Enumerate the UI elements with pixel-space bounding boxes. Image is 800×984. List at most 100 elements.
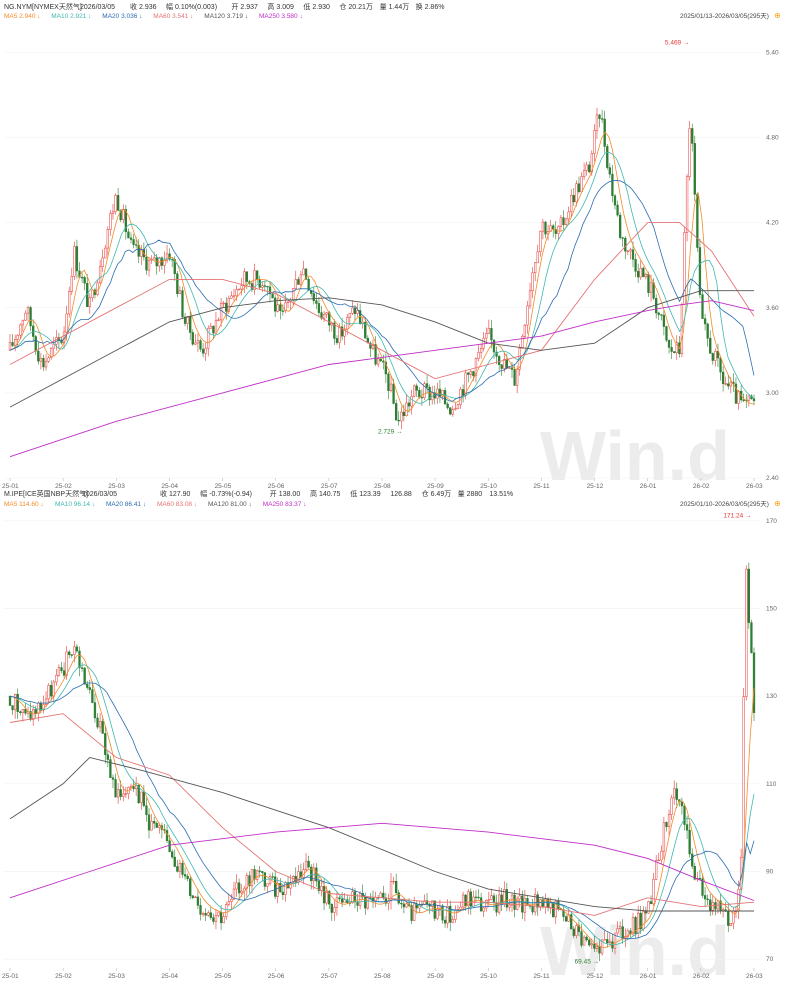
candle-body	[353, 307, 357, 314]
candle-body	[86, 684, 89, 688]
candle-body	[521, 895, 524, 913]
candle-body	[683, 805, 686, 825]
candle-body	[191, 332, 194, 345]
candle-body	[91, 289, 94, 298]
x-tick-label: 25-09	[427, 973, 444, 980]
candle-body	[451, 409, 454, 415]
candle-body	[492, 895, 496, 904]
candle-body	[181, 290, 184, 318]
candle-body	[428, 386, 431, 401]
candle-body	[415, 385, 418, 391]
candle-body	[299, 274, 303, 285]
header-field-label: 量	[380, 3, 387, 11]
candle-body	[611, 173, 614, 196]
x-tick-label: 25-12	[587, 973, 604, 980]
header-field-value: 126.88	[390, 491, 412, 498]
candle-body	[178, 290, 182, 295]
candle-body	[688, 128, 691, 178]
candle-body	[469, 371, 472, 375]
top-header-fields: 收 2.936 幅 0.10%(0.003) 开 2.937 高 3.009 低 2.930 仓 20…	[130, 2, 444, 11]
candle-body	[624, 237, 627, 252]
candle-body	[456, 404, 460, 409]
x-tick-label: 26-03	[746, 973, 763, 980]
candle-body	[330, 903, 333, 913]
candle-body	[497, 356, 501, 365]
x-tick-label: 25-04	[161, 973, 178, 980]
bottom-ma-legend: MA5 114.60 ↓ MA10 96.14 ↓ MA20 86.41 ↓ MA60…	[4, 501, 306, 508]
candle-body	[665, 822, 668, 827]
candle-body	[559, 217, 563, 227]
candle-body	[147, 259, 151, 271]
candle-body	[631, 249, 635, 260]
candle-body	[649, 282, 653, 293]
candle-body	[189, 878, 192, 896]
candle-body	[91, 689, 94, 703]
candle-body	[585, 936, 588, 941]
candle-body	[711, 902, 714, 911]
candle-body	[580, 176, 583, 192]
candle-body	[60, 667, 63, 671]
candle-body	[317, 880, 321, 891]
candle-body	[44, 698, 48, 705]
candle-body	[16, 693, 19, 712]
candle-body	[389, 383, 393, 391]
bottom-annotations: 171.24 → 69.45 →	[575, 512, 752, 965]
candle-body	[340, 898, 344, 903]
candle-body	[564, 218, 568, 226]
candle-body	[603, 939, 606, 941]
top-range-label[interactable]: 2025/01/13-2026/03/05(295天)	[680, 12, 769, 20]
header-field-value: 13.51%	[489, 491, 513, 498]
candle-body	[142, 791, 146, 806]
candle-body	[219, 911, 223, 924]
zoom-icon[interactable]: ⊕	[774, 11, 781, 20]
candle-body	[379, 892, 382, 898]
candle-body	[531, 905, 534, 913]
candle-body	[727, 911, 730, 926]
candle-body	[382, 892, 385, 899]
candle-body	[418, 390, 421, 398]
candle-body	[65, 313, 68, 333]
candle-body	[258, 870, 261, 872]
candle-body	[425, 383, 429, 388]
candle-body	[675, 788, 678, 800]
candle-body	[683, 232, 686, 305]
candle-body	[379, 358, 382, 362]
candle-body	[564, 916, 568, 922]
candle-body	[98, 266, 102, 284]
candle-body	[716, 351, 720, 359]
candle-body	[173, 856, 176, 867]
candle-body	[369, 897, 372, 899]
x-tick-label: 26-01	[640, 973, 657, 980]
candle-body	[467, 372, 470, 375]
candle-body	[745, 568, 748, 697]
zoom-icon[interactable]: ⊕	[774, 499, 781, 508]
candle-body	[101, 257, 104, 267]
candle-body	[392, 880, 395, 883]
extreme-annotation: 171.24 →	[723, 512, 751, 519]
x-tick-label: 25-10	[480, 483, 497, 490]
candle-body	[644, 911, 648, 914]
candle-body	[588, 164, 591, 173]
x-tick-label: 25-06	[268, 973, 285, 980]
candle-body	[673, 351, 676, 354]
candle-body	[24, 312, 27, 321]
candle-body	[263, 285, 267, 287]
candle-body	[196, 340, 200, 344]
candle-body	[618, 926, 622, 929]
candle-body	[588, 939, 591, 946]
extreme-annotation: 5.469 →	[665, 40, 690, 47]
candle-body	[503, 359, 506, 369]
candle-body	[539, 899, 542, 908]
bottom-range-label[interactable]: 2025/01/10-2026/03/05(295天)	[680, 500, 769, 508]
candle-body	[230, 899, 233, 902]
candle-body	[479, 348, 483, 353]
header-field-value: -0.73%(-0.94)	[209, 491, 252, 498]
candle-body	[237, 288, 241, 291]
candle-body	[613, 195, 617, 206]
top-moving-averages	[9, 131, 755, 458]
header-field-label: 幅	[166, 2, 173, 11]
candle-body	[183, 874, 187, 877]
candle-body	[698, 247, 702, 295]
candle-body	[557, 901, 560, 909]
candle-body	[11, 705, 14, 711]
